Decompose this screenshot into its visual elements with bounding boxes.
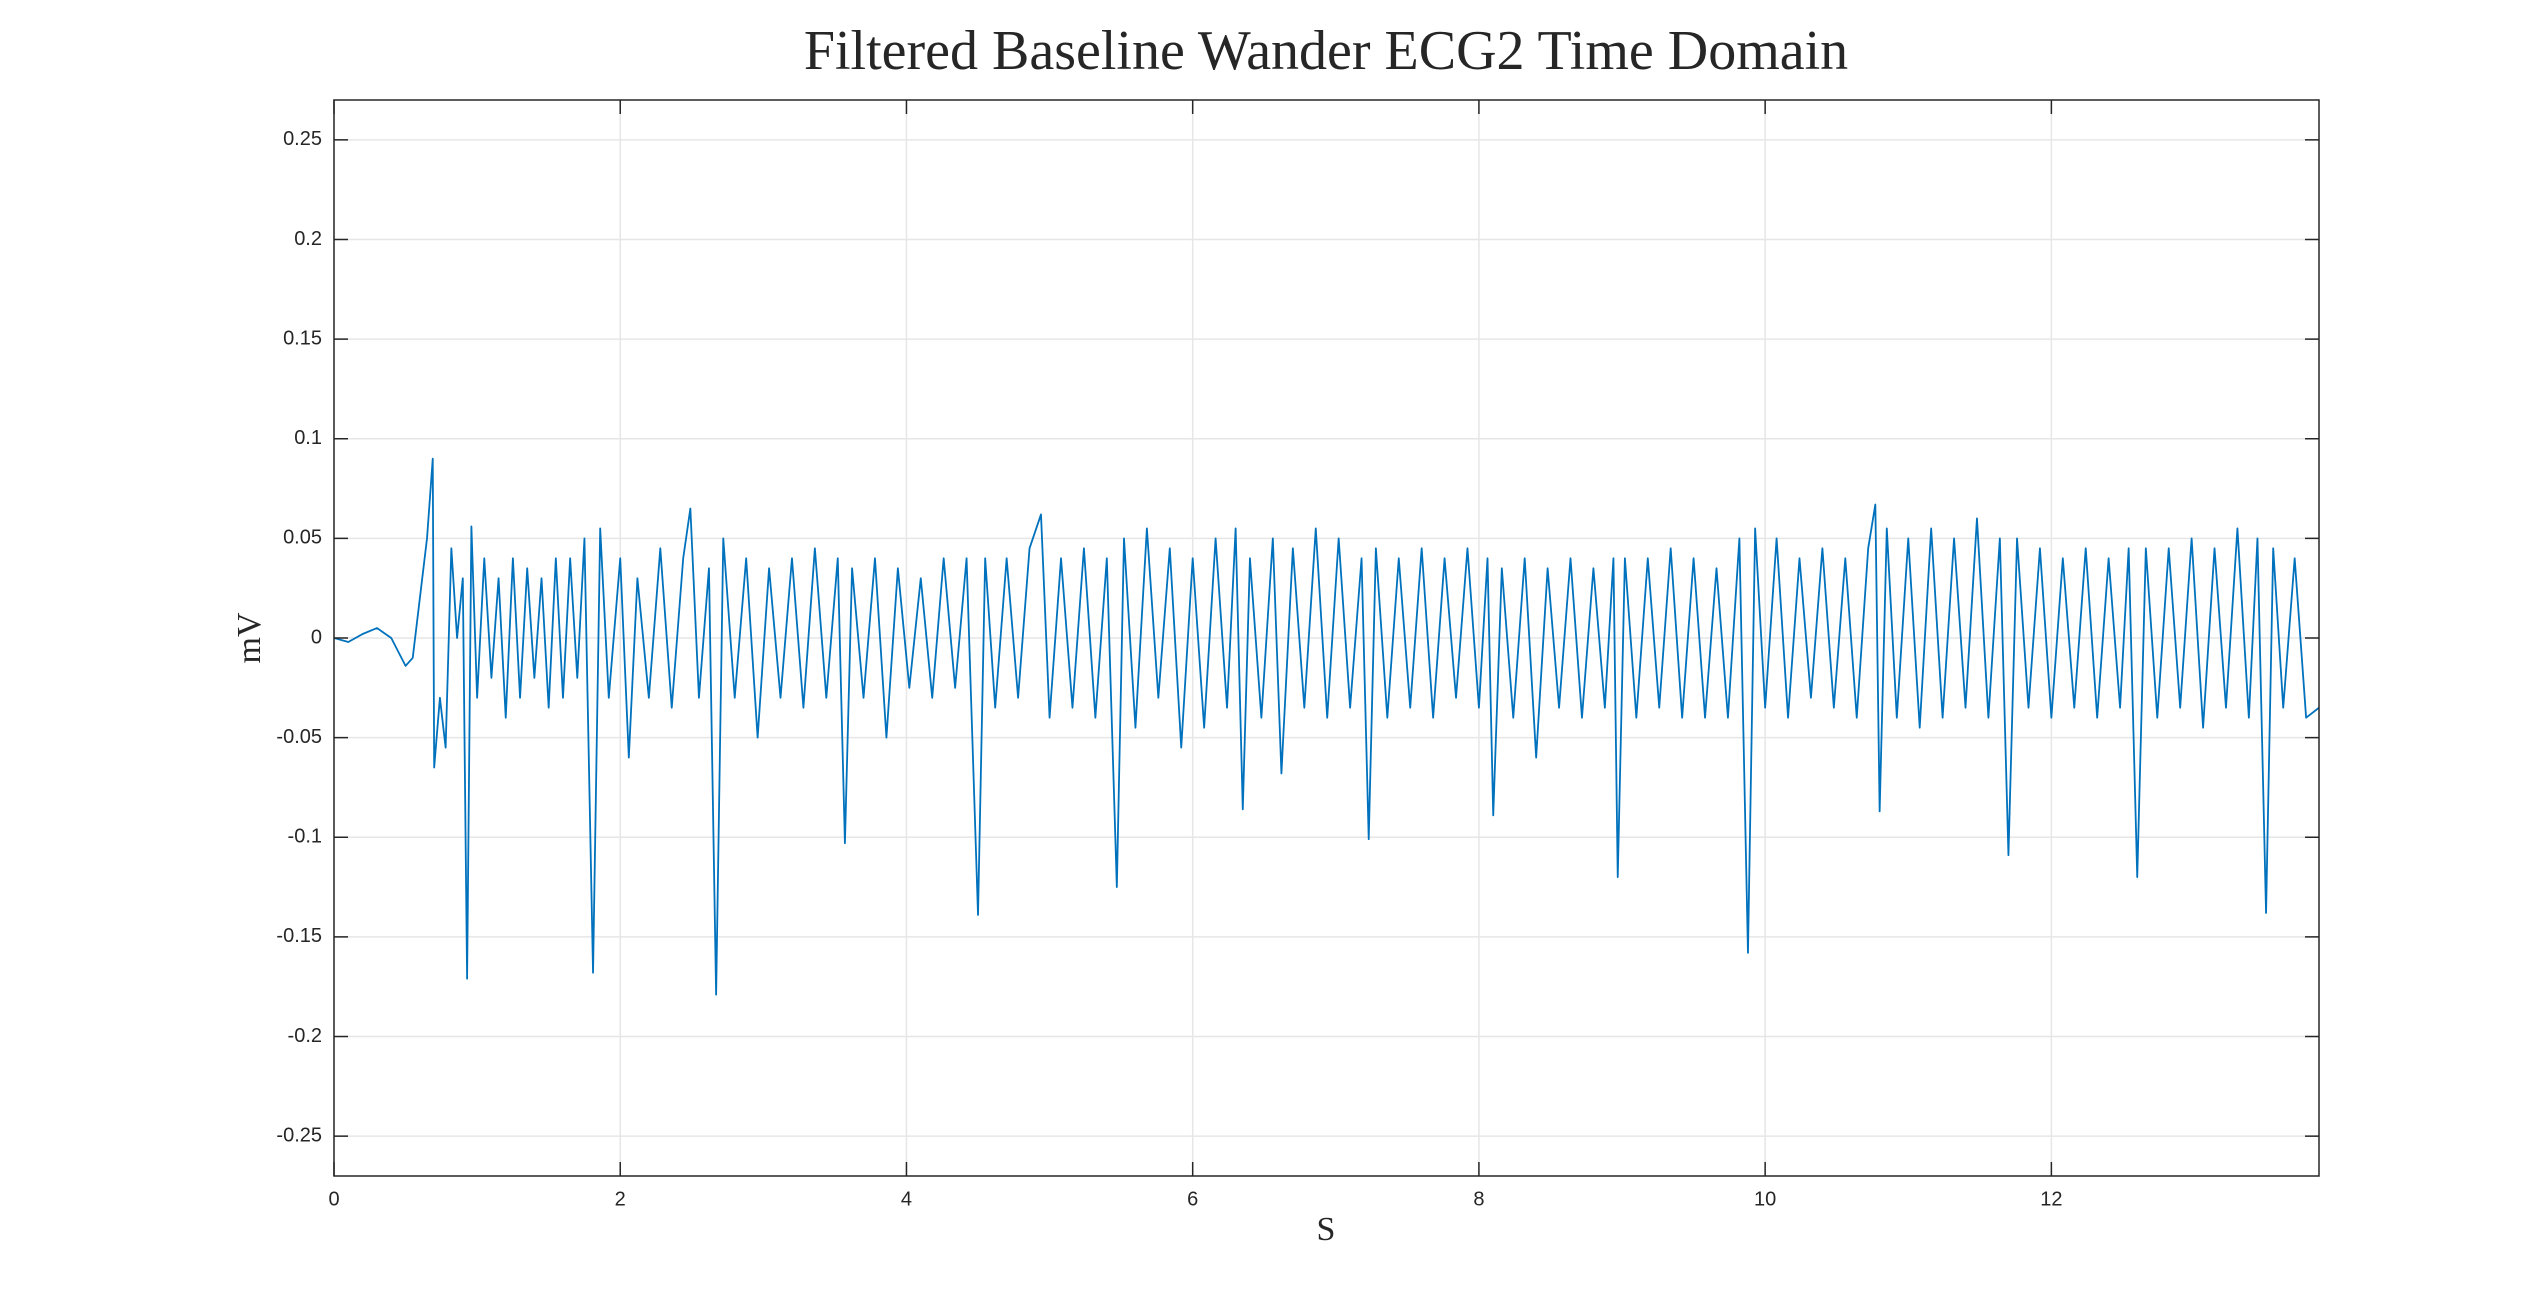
x-axis-label: S: [1317, 1211, 1336, 1248]
y-tick-label: 0.25: [283, 128, 322, 150]
x-tick-label: 0: [328, 1188, 339, 1210]
y-tick-label: -0.05: [276, 726, 322, 748]
x-tick-label: 10: [1754, 1188, 1776, 1210]
y-tick-label: -0.2: [288, 1025, 322, 1047]
x-tick-label: 2: [615, 1188, 626, 1210]
x-tick-label: 12: [2040, 1188, 2062, 1210]
y-tick-label: -0.15: [276, 925, 322, 947]
y-tick-label: 0: [311, 626, 322, 648]
y-tick-label: 0.1: [294, 427, 322, 449]
y-tick-label: 0.05: [283, 527, 322, 549]
chart-title: Filtered Baseline Wander ECG2 Time Domai…: [804, 20, 1848, 82]
x-tick-label: 4: [901, 1188, 912, 1210]
data-line: [334, 457, 2319, 996]
y-tick-label: 0.2: [294, 228, 322, 250]
x-tick-label: 8: [1473, 1188, 1484, 1210]
y-axis-label: mV: [231, 612, 268, 663]
y-tick-label: -0.25: [276, 1124, 322, 1146]
y-tick-label: 0.15: [283, 327, 322, 349]
x-tick-label: 6: [1187, 1188, 1198, 1210]
y-tick-label: -0.1: [288, 826, 322, 848]
